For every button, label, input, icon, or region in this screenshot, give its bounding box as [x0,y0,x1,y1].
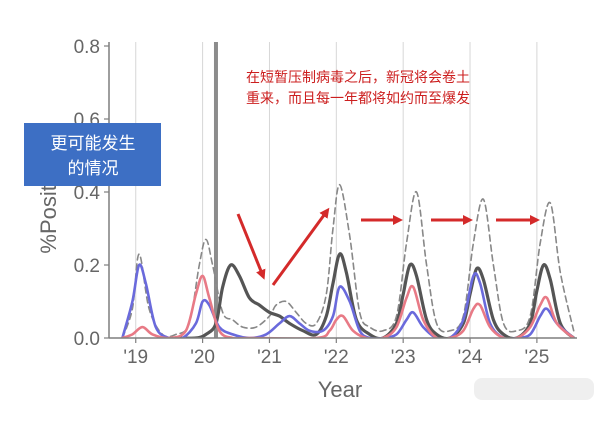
y-tick-label-1: 0.2 [74,256,100,277]
y-tick-label-4: 0.8 [74,37,100,58]
y-ticks: 0.00.20.40.60.8 [74,37,109,350]
annotation-note-line-2: 重来，而且每一年都将如约而至爆发 [246,91,470,107]
grid-layer [135,42,538,338]
series-line-0 [121,183,575,338]
series-layer [121,183,576,338]
annotation-note-line-1: 在短暂压制病毒之后，新冠将会卷土 [246,70,470,86]
x-tick-label-1: '20 [190,347,215,368]
series-line-2 [121,263,575,338]
watermark-blur [474,378,594,400]
series-line-3 [121,274,575,338]
x-tick-label-6: '25 [525,347,550,368]
x-tick-label-5: '24 [458,347,483,368]
x-tick-label-4: '23 [391,347,416,368]
x-tick-label-3: '22 [324,347,349,368]
x-tick-label-2: '21 [257,347,282,368]
annotation-box-line-1: 更可能发生 [51,134,136,154]
arrows-layer [236,207,540,286]
y-tick-label-0: 0.0 [74,329,100,350]
x-ticks: '19 '20 '21 '22 '23 '24 '25 [123,338,549,368]
red-arrow-0 [236,213,266,280]
x-axis-title: Year [318,377,362,402]
series-line-1 [174,252,576,338]
red-arrow-1 [271,207,330,286]
y-tick-label-2: 0.4 [74,183,101,204]
annotation-box [24,123,161,186]
x-tick-label-0: '19 [123,347,148,368]
annotation-box-line-2: 的情况 [68,159,119,179]
